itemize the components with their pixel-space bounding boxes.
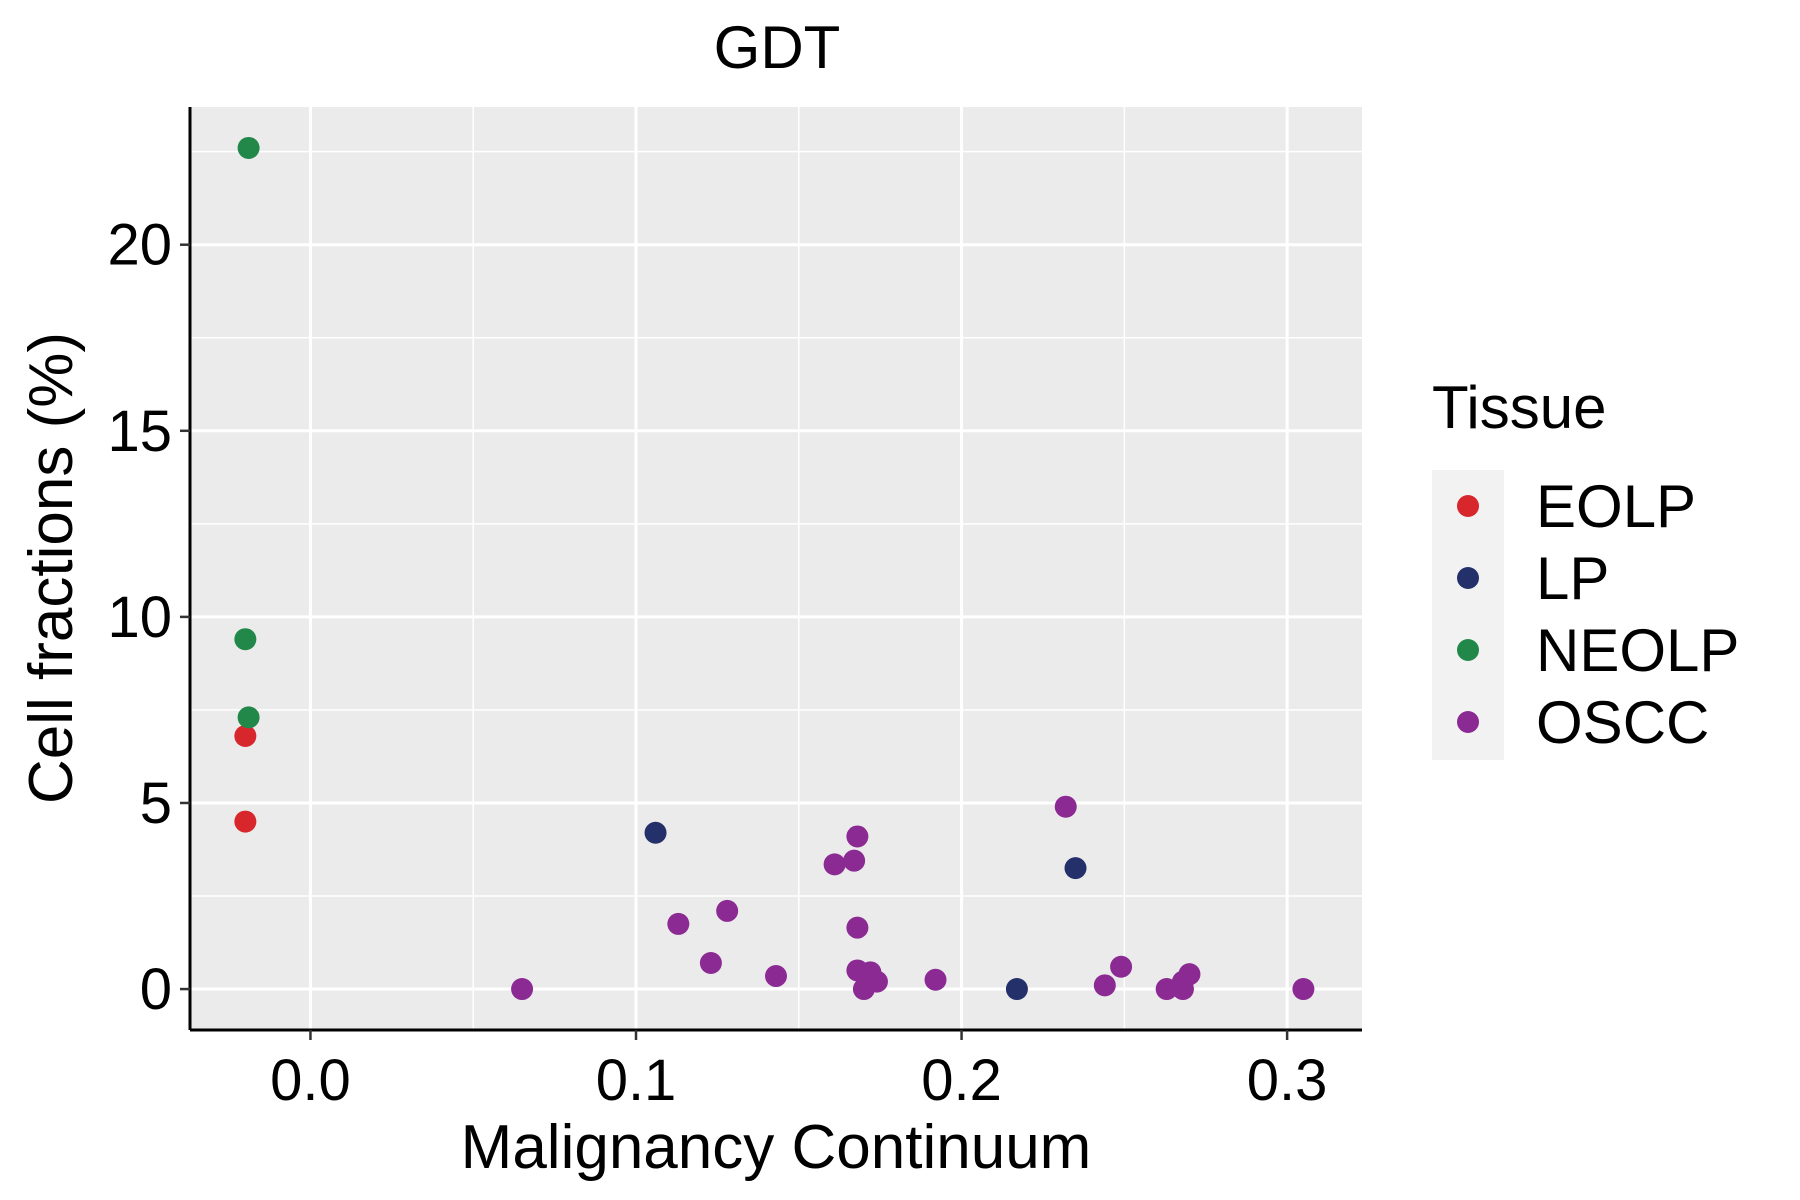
data-point-oscc <box>846 916 869 939</box>
data-point-neolp <box>237 706 260 729</box>
x-tick-label: 0.3 <box>1247 1048 1328 1113</box>
legend-label-oscc: OSCC <box>1536 689 1709 756</box>
data-point-neolp <box>234 628 257 651</box>
plot-panel <box>190 107 1362 1030</box>
y-tick-label: 20 <box>107 213 172 278</box>
y-tick-label: 10 <box>107 585 172 650</box>
x-axis-ticks: 0.0 0.1 0.2 0.3 <box>270 1030 1327 1113</box>
y-axis-ticks: 0 5 10 15 20 <box>107 213 190 1022</box>
x-tick-label: 0.1 <box>596 1048 677 1113</box>
data-point-oscc <box>511 978 534 1001</box>
y-axis-title: Cell fractions (%) <box>17 332 86 804</box>
data-point-oscc <box>865 970 888 993</box>
data-point-oscc <box>765 965 787 988</box>
minor-gridlines <box>190 107 1362 1030</box>
data-point-lp <box>1005 978 1028 1001</box>
data-point-oscc <box>699 952 722 975</box>
data-point-oscc <box>1110 955 1133 978</box>
y-tick-label: 0 <box>140 957 172 1022</box>
legend-label-neolp: NEOLP <box>1536 617 1739 684</box>
data-point-eolp <box>234 724 257 747</box>
data-points <box>234 136 1315 1001</box>
x-tick-label: 0.0 <box>270 1048 351 1113</box>
data-point-oscc <box>1292 978 1315 1001</box>
data-point-oscc <box>1054 795 1077 818</box>
legend-key-eolp <box>1457 495 1479 517</box>
x-axis-title: Malignancy Continuum <box>461 1113 1092 1182</box>
legend-key-lp <box>1457 567 1479 589</box>
legend-label-lp: LP <box>1536 545 1609 612</box>
x-tick-label: 0.2 <box>921 1048 1002 1113</box>
data-point-oscc <box>843 849 866 872</box>
data-point-eolp <box>234 810 257 833</box>
data-point-oscc <box>716 899 739 922</box>
chart-title: GDT <box>714 14 841 81</box>
data-point-oscc <box>1093 974 1116 997</box>
data-point-lp <box>1064 857 1087 880</box>
data-point-oscc <box>823 853 846 876</box>
data-point-neolp <box>237 136 260 159</box>
legend-title: Tissue <box>1432 374 1607 441</box>
y-tick-label: 5 <box>140 771 172 836</box>
data-point-oscc <box>667 912 690 935</box>
data-point-oscc <box>1178 963 1201 986</box>
data-point-oscc <box>924 968 947 991</box>
y-tick-label: 15 <box>107 399 172 464</box>
legend-key-neolp <box>1457 639 1479 661</box>
data-point-lp <box>644 821 667 844</box>
major-gridlines <box>190 107 1362 1030</box>
legend-key-oscc <box>1457 711 1479 733</box>
legend-label-eolp: EOLP <box>1536 473 1696 540</box>
data-point-oscc <box>846 825 869 848</box>
